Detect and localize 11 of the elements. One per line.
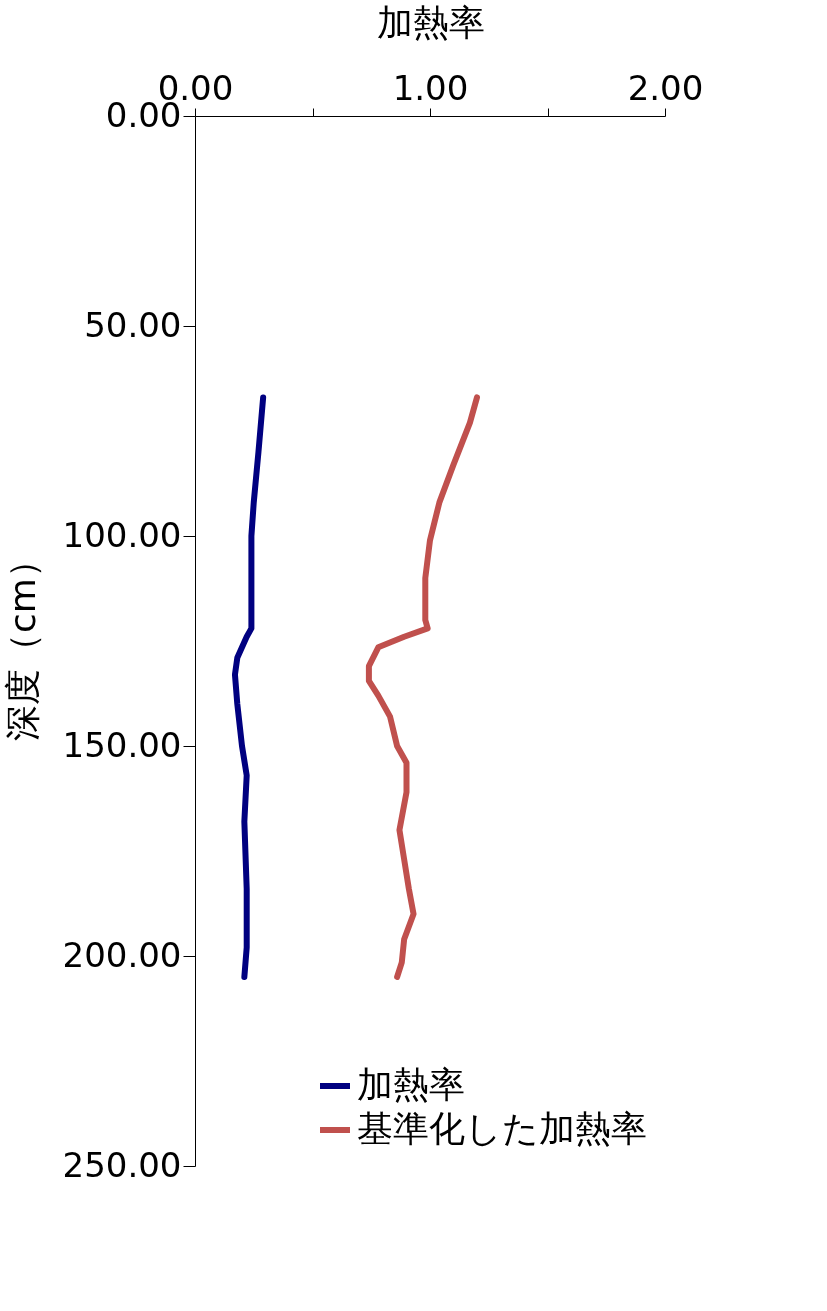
y-tick-label: 150.00 xyxy=(62,724,182,765)
x-tick-label: 2.00 xyxy=(627,67,704,108)
y-tick-label: 50.00 xyxy=(84,304,182,345)
y-axis-title: 深度（cm） xyxy=(1,542,43,741)
y-tick-label: 250.00 xyxy=(62,1144,182,1185)
y-tick-label: 200.00 xyxy=(62,934,182,975)
x-tick-label: 1.00 xyxy=(392,67,469,108)
x-axis-title: 加熱率 xyxy=(376,1,485,43)
legend-label: 基準化した加熱率 xyxy=(357,1108,647,1149)
y-tick-label: 100.00 xyxy=(62,514,182,555)
legend-label: 加熱率 xyxy=(357,1064,465,1105)
